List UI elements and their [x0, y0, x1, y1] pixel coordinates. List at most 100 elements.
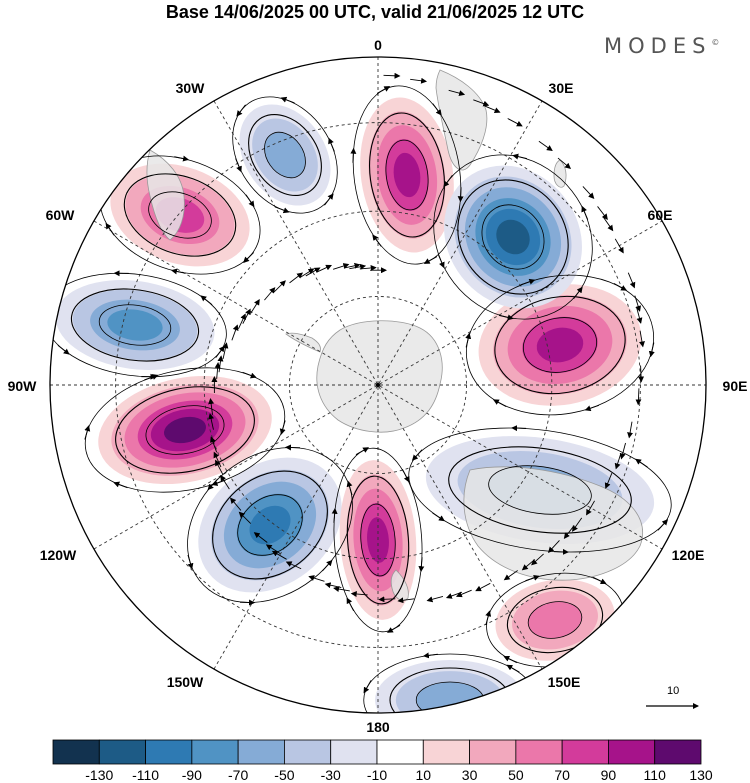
wind-arrow: [328, 137, 335, 152]
wind-arrow: [174, 155, 189, 162]
colorbar: -130 -110 -90 -70 -50 -30 -10 10 30 50 70 90 110 130: [52, 739, 713, 783]
wind-arrow: [383, 72, 401, 79]
wind-arrow: [350, 147, 357, 163]
colorbar-swatch: [561, 739, 609, 765]
wind-arrow: [531, 553, 544, 566]
wind-arrow: [355, 447, 370, 456]
anomaly-lobe: [55, 280, 215, 370]
wind-arrow: [475, 582, 491, 592]
wind-arrow: [613, 283, 628, 291]
wind-arrow: [284, 444, 300, 451]
colorbar-tick-label: -10: [367, 767, 387, 783]
wind-arrow: [582, 186, 595, 199]
colorbar-swatch: [515, 739, 563, 765]
wind-arrow: [50, 292, 55, 305]
wind-arrow: [208, 413, 215, 430]
wind-arrow: [376, 86, 391, 94]
longitude-label: 30E: [549, 80, 574, 96]
wind-arrow: [455, 589, 472, 598]
longitude-label: 90W: [8, 378, 38, 394]
wind-arrow: [634, 295, 642, 312]
streamline-loop: [232, 96, 338, 214]
wind-arrow: [57, 344, 70, 355]
wind-arrow: [331, 507, 338, 523]
south-america-shape: [146, 149, 185, 241]
south-pole-marker: [376, 383, 380, 387]
wind-arrow: [597, 206, 608, 220]
wind-arrow: [603, 217, 614, 232]
colorbar-tick-label: -130: [85, 767, 113, 783]
longitude-label: 120E: [672, 547, 705, 563]
wind-arrow: [584, 404, 600, 412]
wind-arrow: [457, 187, 464, 203]
wind-arrow: [648, 342, 655, 358]
colorbar-swatch: [469, 739, 517, 765]
wind-arrow: [619, 442, 626, 460]
wind-arrow: [105, 222, 115, 236]
wind-arrow: [614, 238, 624, 254]
wind-arrow: [511, 425, 527, 432]
wind-arrow: [586, 500, 595, 516]
wind-arrow: [426, 596, 444, 603]
longitude-label: 0: [374, 37, 382, 53]
longitude-label: 60W: [46, 207, 76, 223]
wind-arrow: [503, 570, 518, 581]
wind-arrow: [448, 89, 466, 97]
wind-arrow: [208, 397, 215, 415]
wind-arrow: [350, 591, 368, 597]
wind-arrow: [521, 559, 536, 571]
wind-arrow: [563, 525, 575, 539]
anomaly-lobe: [375, 660, 525, 713]
meridian-line: [213, 100, 543, 670]
wind-arrow: [372, 234, 382, 247]
wind-arrow: [432, 103, 442, 116]
wind-arrow: [217, 355, 224, 373]
colorbar-swatch: [98, 739, 146, 765]
wind-arrow: [557, 157, 572, 169]
colorbar-tick-label: 110: [644, 767, 667, 783]
longitude-label: 30W: [176, 80, 206, 96]
wind-arrow: [397, 597, 415, 604]
map-disk: [50, 57, 706, 713]
wind-arrow: [614, 453, 622, 470]
streamline-loop: [350, 85, 464, 265]
wind-arrow: [437, 254, 445, 269]
streamline-loop: [187, 444, 353, 606]
wind-arrow: [215, 459, 224, 475]
wind-arrow: [638, 365, 645, 383]
wind-arrow: [432, 512, 445, 522]
wind-arrow: [346, 480, 353, 496]
wind-arrow: [570, 658, 585, 665]
wind-arrow: [333, 586, 350, 592]
wind-arrow: [418, 557, 425, 573]
wind-arrow: [265, 544, 281, 554]
wind-arrow: [503, 656, 518, 664]
colorbar-tick-label: -30: [321, 767, 341, 783]
wind-arrow: [581, 205, 589, 220]
wind-arrow: [332, 263, 350, 270]
wind-arrow: [410, 77, 428, 84]
colorbar-tick-label: -50: [274, 767, 294, 783]
wind-arrow: [200, 295, 213, 306]
wind-arrow: [279, 420, 286, 435]
wind-arrow: [445, 591, 463, 599]
wind-arrow: [289, 272, 304, 284]
wind-arrow: [264, 287, 276, 301]
wind-arrow: [113, 481, 128, 489]
wind-arrow: [349, 263, 367, 270]
wind-arrow: [627, 421, 634, 439]
reference-vector-label: 10: [667, 685, 679, 697]
colorbar-swatch: [52, 739, 100, 765]
wind-arrow: [378, 596, 396, 603]
wind-arrow: [322, 559, 333, 572]
wind-arrow: [280, 96, 295, 104]
anomaly-lobe: [360, 97, 454, 253]
wind-arrow: [635, 458, 648, 468]
wind-arrow: [443, 175, 453, 188]
wind-arrow: [243, 252, 255, 264]
colorbar-tick-label: 130: [689, 767, 713, 783]
wind-arrow: [144, 374, 159, 381]
wind-arrow: [222, 342, 229, 359]
wind-arrow: [553, 548, 569, 555]
wind-arrow: [473, 99, 490, 107]
